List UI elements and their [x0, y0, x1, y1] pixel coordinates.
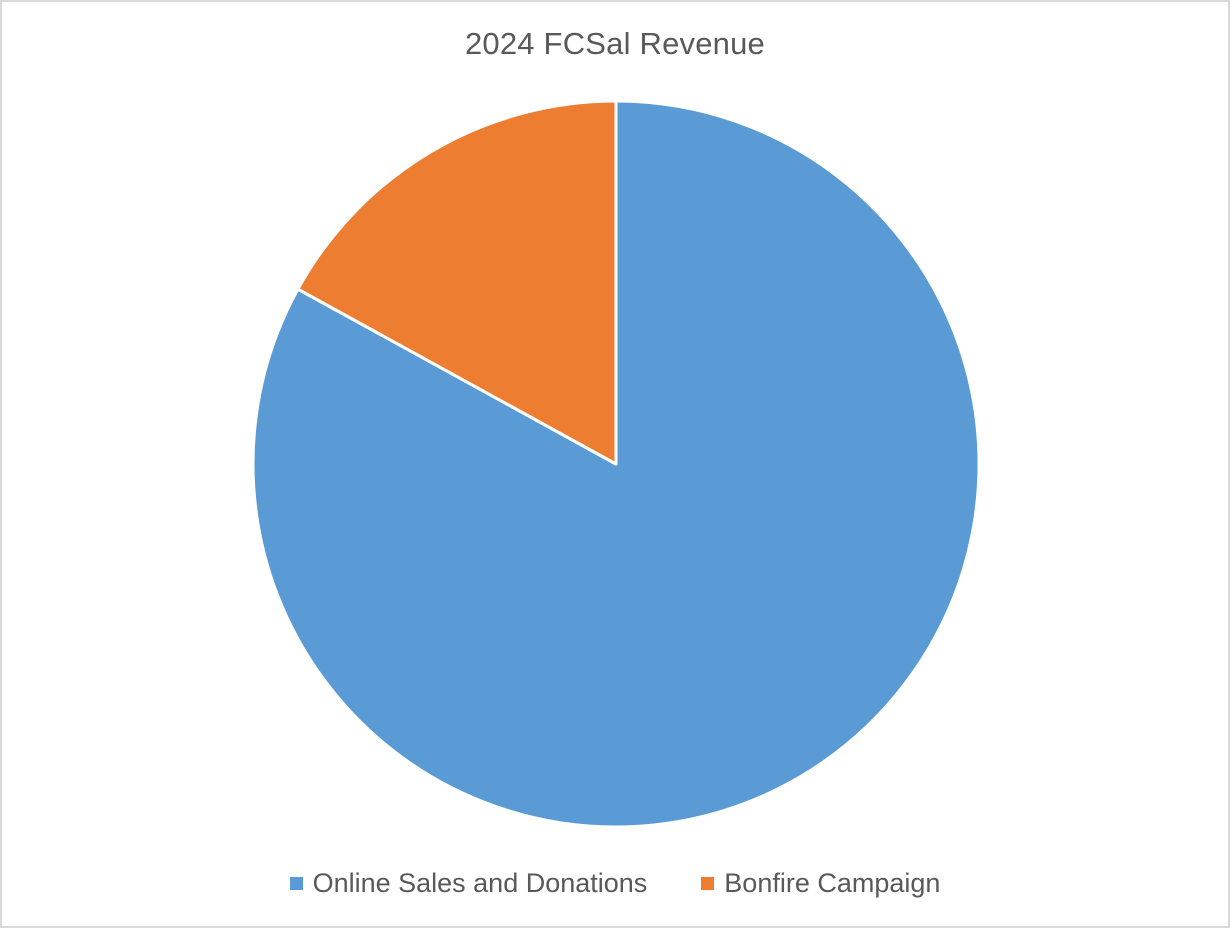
- legend-swatch-bonfire-campaign: [701, 877, 715, 890]
- chart-legend: Online Sales and Donations Bonfire Campa…: [2, 868, 1228, 899]
- pie-slice-bonfire-campaign: [296, 99, 618, 466]
- legend-swatch-online-sales: [289, 877, 303, 890]
- legend-label-bonfire-campaign: Bonfire Campaign: [724, 868, 941, 898]
- legend-item-online-sales: Online Sales and Donations: [289, 868, 648, 899]
- chart-title: 2024 FCSal Revenue: [464, 26, 765, 61]
- legend-item-bonfire-campaign: Bonfire Campaign: [701, 868, 940, 899]
- legend-label-online-sales: Online Sales and Donations: [312, 868, 648, 898]
